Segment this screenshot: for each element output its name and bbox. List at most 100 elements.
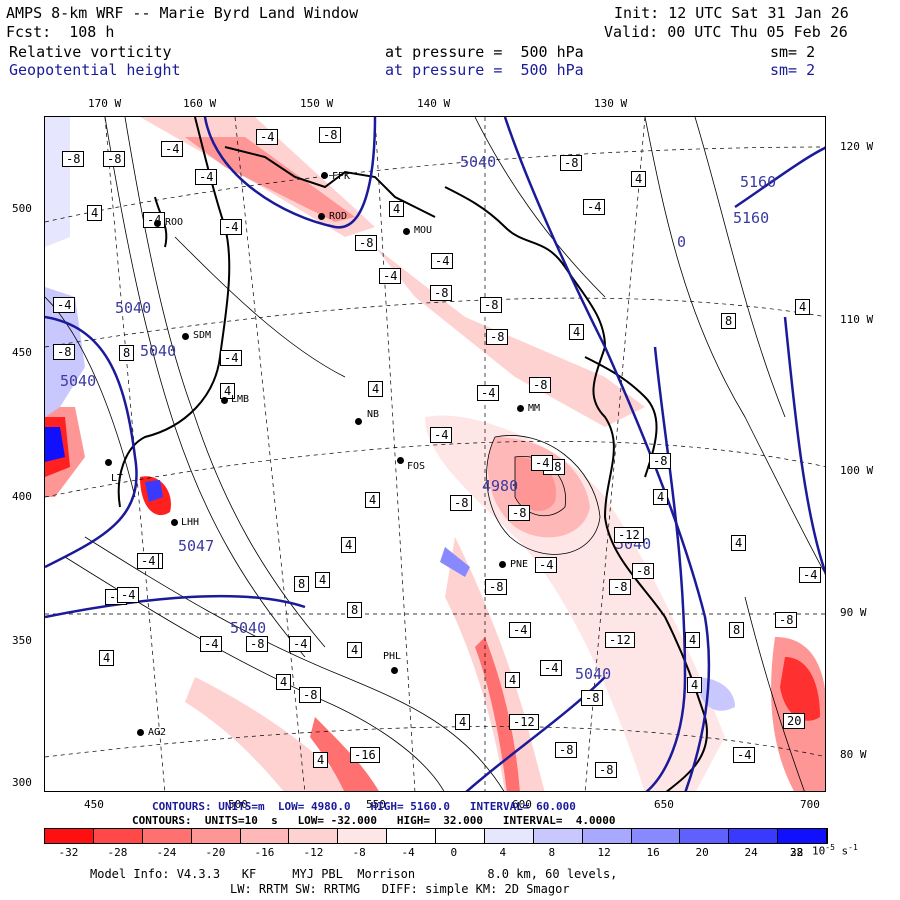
legend-swatch [240,829,290,843]
station-marker[interactable] [105,459,112,466]
height-label: 5040 [460,153,497,171]
left-y-label: 400 [12,490,32,503]
vorticity-label: -4 [531,455,554,471]
vorticity-label: 4 [87,205,103,221]
vorticity-label: -4 [220,219,243,235]
top-lon-label: 170 W [88,97,122,110]
right-lon-label: 100 W [840,464,874,477]
legend-tick-label: 0 [450,846,458,859]
station-marker[interactable] [154,220,161,227]
legend-swatch [387,829,436,843]
vorticity-label: -4 [200,636,223,652]
top-lon-label: 140 W [417,97,451,110]
station-marker[interactable] [221,397,228,404]
height-label: 5160 [733,209,770,227]
vorticity-label: -8 [53,344,76,360]
vorticity-label: 4 [276,674,292,690]
vorticity-label: -12 [509,714,539,730]
legend-swatch [582,829,632,843]
vorticity-label: 4 [389,201,405,217]
legend-tick-label: 12 [597,846,611,859]
legend-swatch [778,829,827,843]
vorticity-label: -4 [289,636,312,652]
station-label: LHH [181,517,200,528]
station-marker[interactable] [137,729,144,736]
height-label: 5040 [60,372,97,390]
right-lon-label: 90 W [840,606,867,619]
legend-swatch [680,829,730,843]
station-label: FPK [332,171,351,182]
height-label: 5040 [575,665,612,683]
vorticity-label: -8 [508,505,531,521]
vorticity-label: -4 [509,622,532,638]
vorticity-label: -8 [632,563,655,579]
vorticity-label: -4 [53,297,76,313]
vorticity-label: -8 [62,151,85,167]
left-y-label: 300 [12,776,32,789]
legend-unit: 10-5 s-1 [812,843,858,858]
height-label: 0 [677,233,687,251]
vorticity-label: 4 [341,537,357,553]
vorticity-label: 4 [365,492,381,508]
vorticity-label: 4 [687,677,703,693]
height-label: 5040 [140,342,177,360]
station-label: FOS [407,461,426,472]
station-marker[interactable] [517,405,524,412]
vorticity-label: -8 [480,297,503,313]
height-label: 5160 [740,173,777,191]
legend-tick-label: 32 [790,846,804,859]
station-label: PHL [383,651,402,662]
vorticity-label: 4 [685,632,701,648]
station-marker[interactable] [182,333,189,340]
station-marker[interactable] [397,457,404,464]
field1-smoothing: sm= 2 [770,43,816,61]
vorticity-label: 4 [569,324,585,340]
field1-level: at pressure = 500 hPa [385,43,584,61]
bottom-x-label: 650 [654,798,674,811]
station-label: ROD [329,211,348,222]
legend-swatch [45,829,94,843]
station-label: AG2 [148,727,167,738]
vorticity-label: 4 [315,572,331,588]
vorticity-label: -8 [103,151,126,167]
station-marker[interactable] [318,213,325,220]
legend-swatch [142,829,192,843]
vorticity-label: 8 [119,345,135,361]
map-panel[interactable]: 5040 5040 5040 5040 5040 5040 5040 5047 … [44,116,826,792]
station-label: PNE [510,559,529,570]
station-marker[interactable] [171,519,178,526]
station-marker[interactable] [499,561,506,568]
vorticity-label: -4 [477,385,500,401]
vorticity-label: -4 [256,129,279,145]
vorticity-label: -8 [450,495,473,511]
station-label: NB [367,409,380,420]
legend-swatch [93,829,143,843]
vorticity-label: -4 [535,557,558,573]
vorticity-label: -8 [649,453,672,469]
vorticity-label: -8 [560,155,583,171]
height-label: 4980 [482,477,519,495]
vorticity-label: -12 [605,632,635,648]
station-marker[interactable] [391,667,398,674]
legend-swatch [484,829,534,843]
legend-swatch [436,829,485,843]
vorticity-label: -4 [430,427,453,443]
valid-time: Valid: 00 UTC Thu 05 Feb 26 [604,23,848,41]
left-y-label: 500 [12,202,32,215]
legend-swatch [191,829,241,843]
bottom-x-label: 700 [800,798,820,811]
bottom-x-label: 450 [84,798,104,811]
vorticity-label: 8 [294,576,310,592]
top-lon-label: 160 W [183,97,217,110]
legend-swatch [289,829,339,843]
station-marker[interactable] [403,228,410,235]
model-info: Model Info: V4.3.3 KF MYJ PBL Morrison 8… [90,867,618,881]
vorticity-label: 4 [347,642,363,658]
vorticity-label: -4 [137,553,160,569]
bottom-x-label: 500 [228,798,248,811]
color-legend [44,828,828,844]
station-marker[interactable] [355,418,362,425]
station-marker[interactable] [321,172,328,179]
vorticity-label: 4 [731,535,747,551]
legend-tick-label: 4 [499,846,507,859]
